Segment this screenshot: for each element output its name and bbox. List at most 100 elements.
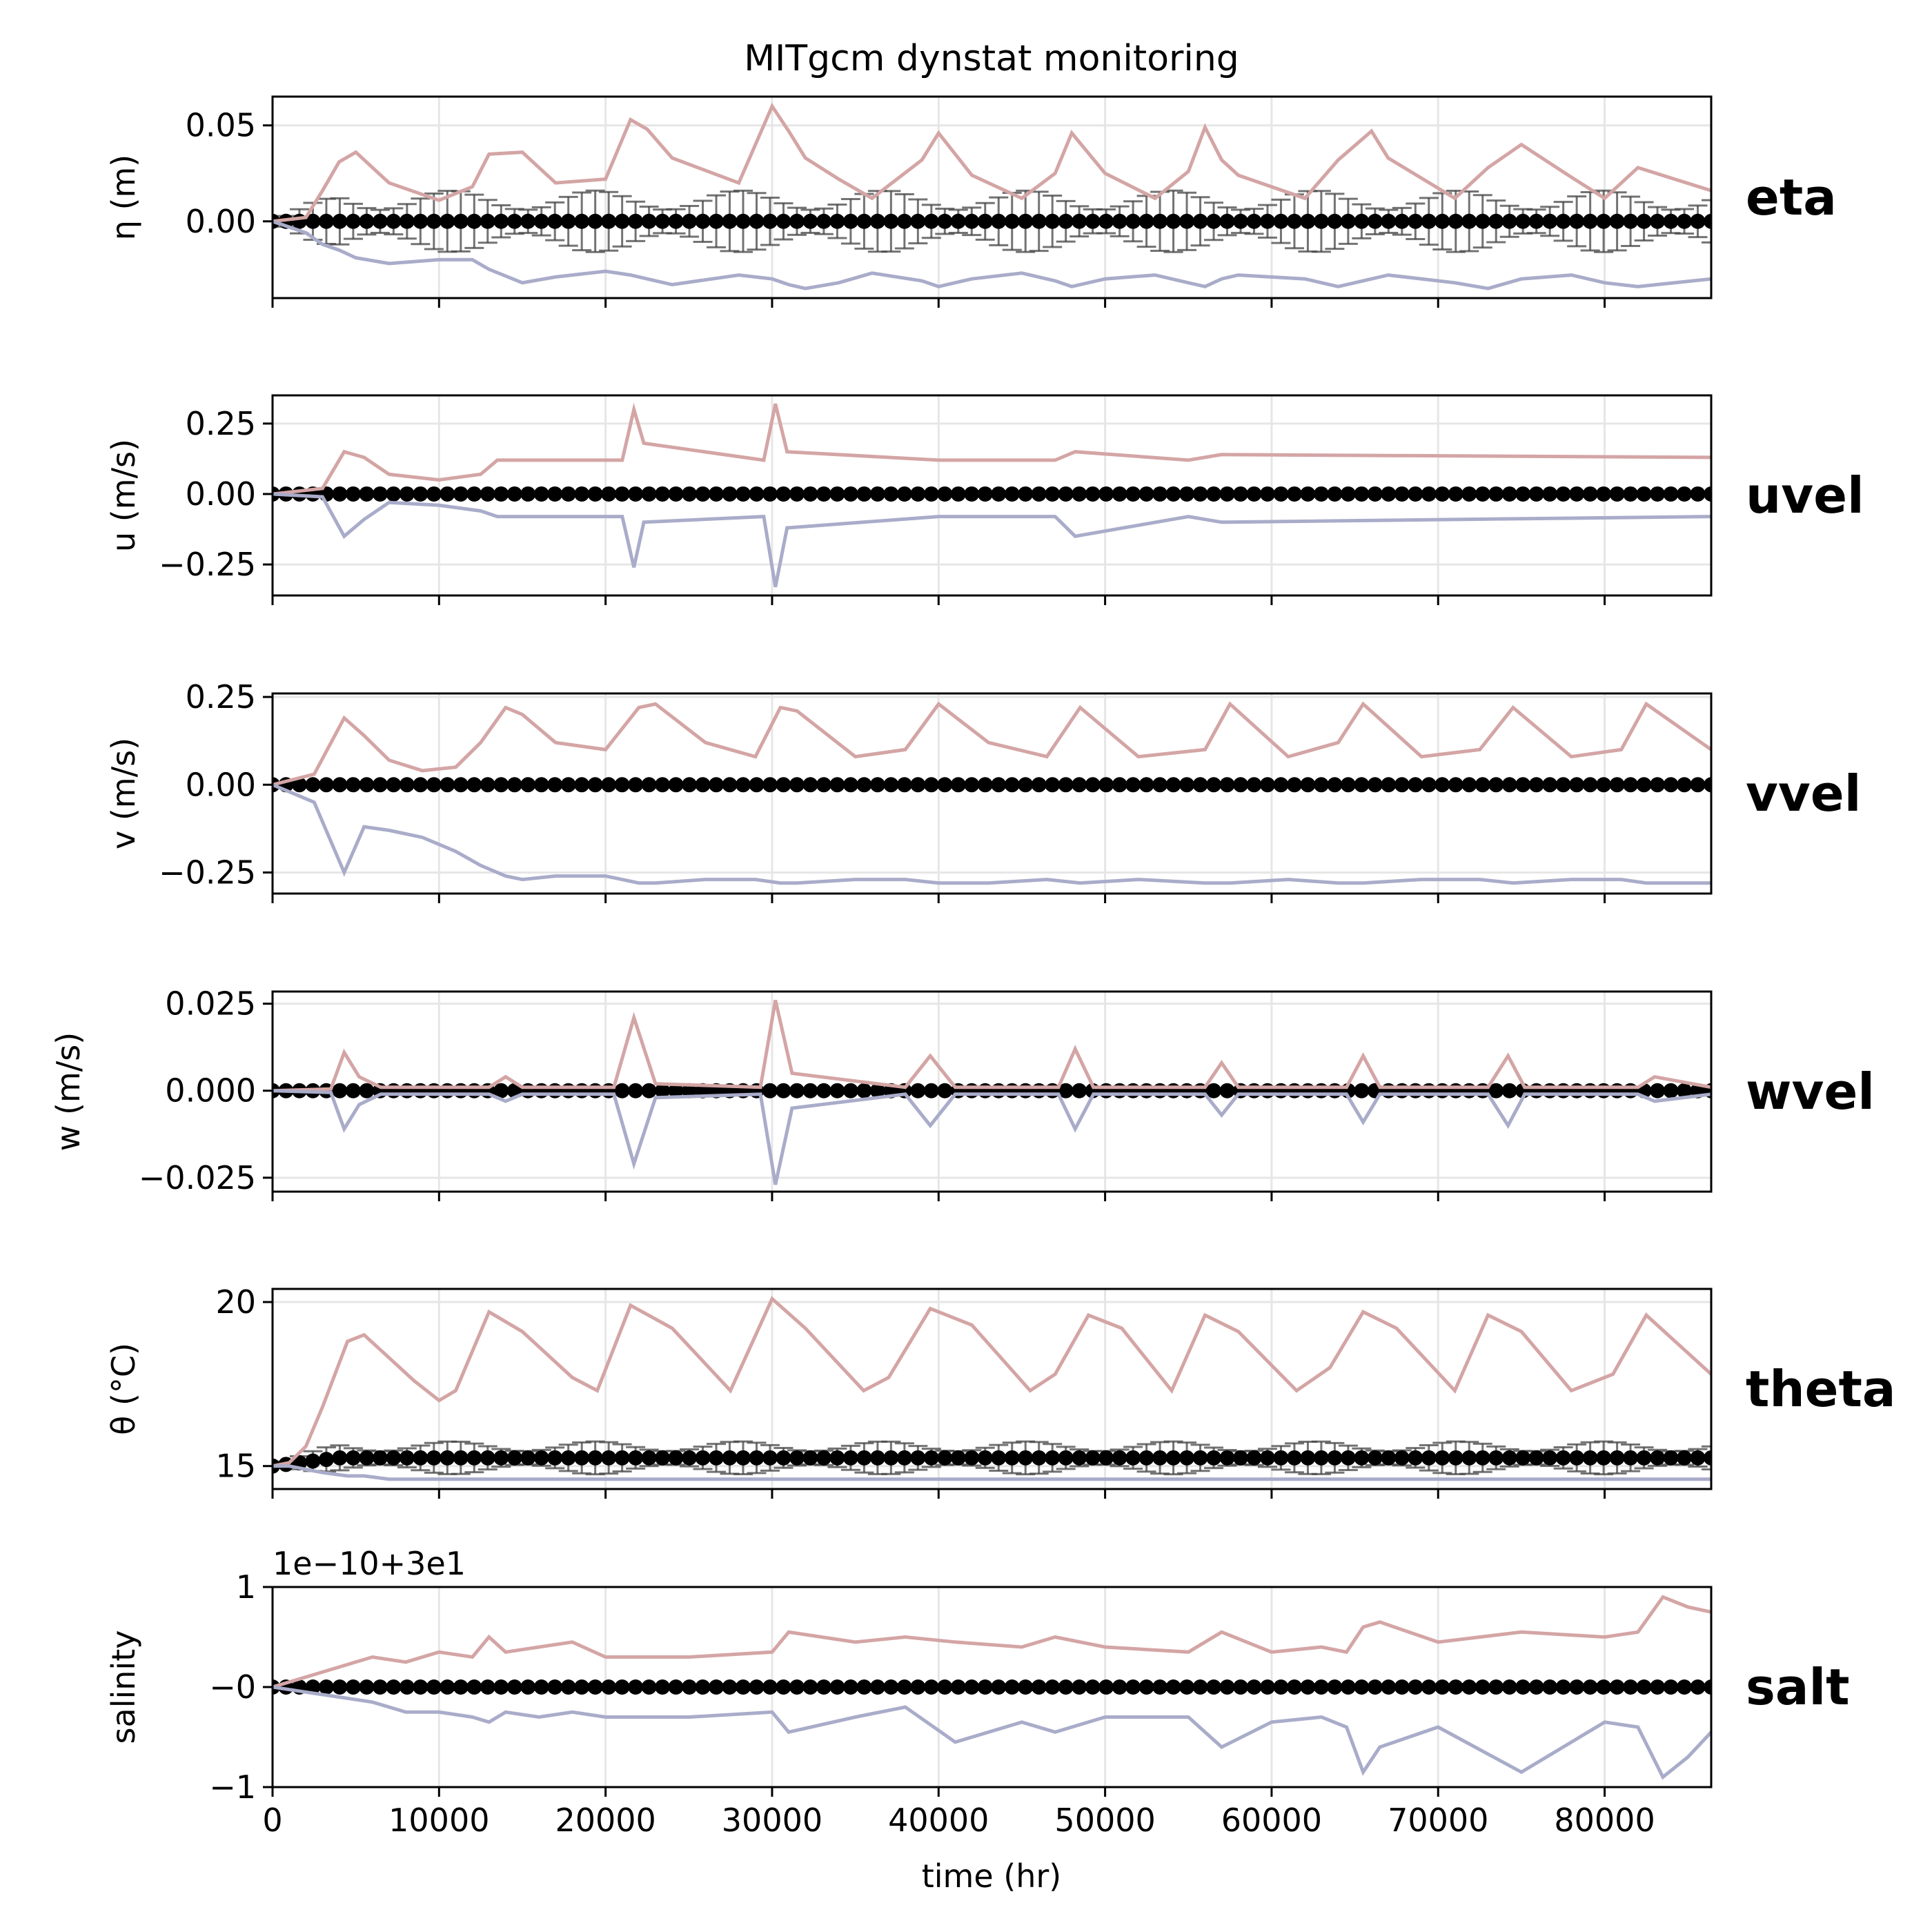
mean-point [749,486,765,502]
mean-point [655,486,671,502]
mean-point [910,1679,926,1695]
x-tick-label: 80000 [1554,1802,1655,1839]
mean-point [1582,213,1598,229]
mean-point [480,1679,495,1695]
mean-point [1704,777,1711,793]
y-tick-label: 0.00 [186,766,256,803]
mean-point [1286,1450,1302,1466]
mean-point [1609,777,1625,793]
mean-point [506,1450,522,1466]
mean-point [1179,777,1195,793]
mean-point [964,1679,980,1695]
mean-point [950,1450,966,1466]
mean-point [1259,1679,1275,1695]
mean-point [574,1450,590,1466]
mean-point [1018,1679,1034,1695]
mean-point [1636,1679,1652,1695]
mean-point [1004,1679,1020,1695]
mean-point [533,213,549,229]
mean-point [1555,213,1571,229]
mean-point [506,1679,522,1695]
figure-title: MITgcm dynstat monitoring [744,38,1239,79]
mean-point [1125,777,1141,793]
mean-point [1138,1679,1154,1695]
mean-point [923,486,939,502]
mean-point [1461,1679,1477,1695]
mean-point [1192,486,1208,502]
mean-point [1501,1450,1517,1466]
min-line-wvel [273,1089,1711,1185]
mean-point [655,777,671,793]
mean-point [1435,486,1450,502]
mean-point [520,1679,536,1695]
mean-point [305,1453,321,1469]
mean-point [413,1083,428,1098]
mean-point [1555,1450,1571,1466]
mean-point [1609,213,1625,229]
mean-point [1501,1679,1517,1695]
mean-point [1112,1083,1127,1098]
min-line-vvel [273,782,1711,885]
plot-area-wvel [273,1000,1711,1185]
mean-point [1313,1083,1329,1098]
mean-point [749,213,765,229]
mean-point [1408,1679,1423,1695]
mean-point [466,1679,482,1695]
mean-point [520,777,536,793]
mean-point [440,1679,455,1695]
mean-point [655,213,671,229]
mean-point [1408,1450,1423,1466]
mean-point [1690,1679,1706,1695]
mean-point [991,1083,1007,1098]
mean-point [480,1450,495,1466]
mean-point [1650,777,1666,793]
mean-point [923,213,939,229]
mean-point [1421,1450,1437,1466]
mean-point [1596,777,1612,793]
mean-point [937,1083,953,1098]
mean-point [816,1450,831,1466]
mean-point [1085,1450,1101,1466]
mean-point [1515,213,1531,229]
mean-point [1300,1083,1316,1098]
mean-point [722,1679,738,1695]
mean-point [359,777,375,793]
mean-point [1528,486,1544,502]
mean-point [1623,1679,1639,1695]
mean-point [1072,1083,1087,1098]
mean-point [776,777,791,793]
mean-point [413,1450,428,1466]
mean-point [1058,1450,1074,1466]
mean-point [1031,486,1047,502]
mean-point [991,777,1007,793]
y-axis-label-wvel: w (m/s) [50,1032,87,1151]
mean-point [1340,777,1356,793]
mean-point [1300,1679,1316,1695]
mean-point [1515,486,1531,502]
x-tick-label: 50000 [1054,1802,1155,1839]
mean-point [1515,777,1531,793]
mean-point [1327,213,1343,229]
mean-point [829,213,845,229]
mean-markers-eta [273,213,1711,229]
mean-point [1475,213,1490,229]
mean-point [1058,1083,1074,1098]
mean-point [1569,777,1585,793]
y-axis-label-salt: salinity [105,1630,142,1744]
mean-point [1112,777,1127,793]
panel-wvel: −0.025 0.000 0.025 w (m/s) wvel [50,985,1875,1201]
y-axis-label-vvel: v (m/s) [105,738,142,849]
mean-point [869,486,885,502]
mean-point [1192,213,1208,229]
mean-point [359,213,375,229]
mean-point [695,777,711,793]
mean-point [641,1450,657,1466]
mean-point [802,1083,818,1098]
panel-salt: 0 10000 20000 30000 40000 50000 60000 70000 8000… [105,1545,1850,1839]
mean-point [1045,213,1061,229]
mean-point [1206,777,1222,793]
mean-point [1582,1083,1598,1098]
mean-point [1421,1679,1437,1695]
mean-point [1663,213,1679,229]
